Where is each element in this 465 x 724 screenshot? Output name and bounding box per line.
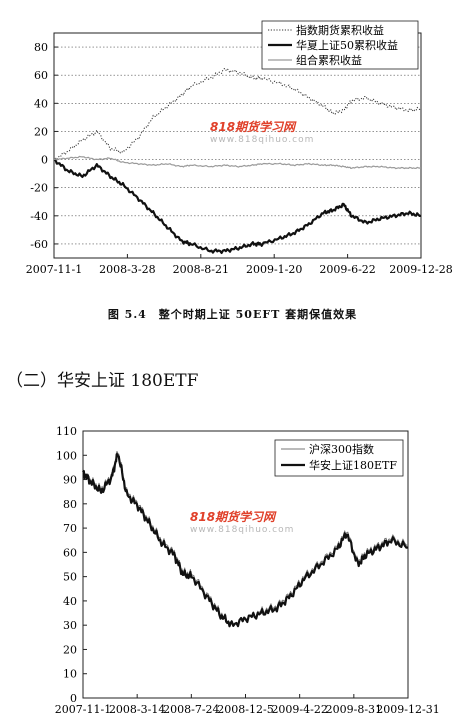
chart-1-y-tick-label: 20 <box>34 125 48 138</box>
chart-1-plot-frame <box>53 32 422 259</box>
section-heading: （二）华安上证 180ETF <box>6 371 199 391</box>
chart-2-y-tick-label: 80 <box>63 498 77 511</box>
chart-2-y-tick-label: 20 <box>63 643 77 656</box>
chart-2-y-tick-label: 50 <box>63 571 77 584</box>
chart-2-x-tick-label: 2009-4-22 <box>271 703 327 716</box>
chart-1-y-tick-label: 60 <box>34 69 48 82</box>
watermark-2: 818期货学习网 www.818qihuo.com <box>190 508 294 535</box>
chart-1-series-line-3 <box>53 155 422 170</box>
chart-1-y-tick-label: -60 <box>30 238 48 251</box>
chart-2-legend-label-1: 沪深300指数 <box>309 442 374 456</box>
chart-1-x-tick-label: 2008-8-21 <box>173 263 229 276</box>
chart-2-y-tick-label: 90 <box>63 474 77 487</box>
watermark-1-url: www.818qihuo.com <box>210 135 315 145</box>
chart-1-y-tick-label: -20 <box>30 182 48 195</box>
chart-2-x-tick-label: 2008-3-14 <box>109 703 165 716</box>
chart-1-x-tick-label: 2009-6-22 <box>319 263 375 276</box>
chart-1-legend-label-1: 指数期货累积收益 <box>296 23 384 37</box>
figure-1-caption: 图 5.4 整个时期上证 50EFT 套期保值效果 <box>107 308 358 321</box>
chart-2-series-line-2 <box>82 453 409 628</box>
chart-1-x-tick-label: 2007-11-1 <box>26 263 82 276</box>
figure-1: 80 60 40 20 0 -20 -40 -60 2007-11-1 2008-3-28 2008… <box>0 0 465 300</box>
chart-2-x-tick-label: 2009-8-31 <box>326 703 382 716</box>
watermark-2-url: www.818qihuo.com <box>190 525 295 535</box>
chart-1-x-tick-label: 2008-3-28 <box>99 263 155 276</box>
chart-1-x-tick-label: 2009-1-20 <box>246 263 302 276</box>
figure-2: 110 100 90 80 70 60 50 40 30 20 10 0 2007-11-1 2008-3… <box>0 420 465 720</box>
watermark-1: 818期货学习网 www.818qihuo.com <box>210 118 314 145</box>
chart-2-x-tick-label: 2008-12-5 <box>217 703 273 716</box>
chart-1-svg: 80 60 40 20 0 -20 -40 -60 2007-11-1 2008-3-28 2008… <box>26 20 453 276</box>
chart-2-x-tick-label: 2007-11-1 <box>55 703 111 716</box>
chart-2-y-tick-label: 40 <box>63 595 77 608</box>
chart-2-svg: 11010090807060504030201002007-11-12008-3… <box>55 425 440 716</box>
chart-2-legend-box <box>274 439 404 477</box>
chart-1-legend-label-2: 华夏上证50累积收益 <box>296 38 398 52</box>
chart-2-y-tick-label: 70 <box>63 522 77 535</box>
chart-2-y-tick-label: 0 <box>70 692 77 705</box>
chart-1-series-line-2 <box>53 158 422 254</box>
chart-1-legend-label-3: 组合累积收益 <box>296 53 362 67</box>
chart-1-x-tick-label: 2009-12-28 <box>389 263 452 276</box>
chart-2-y-tick-label: 60 <box>63 546 77 559</box>
chart-2-x-tick-label: 2008-7-24 <box>163 703 219 716</box>
chart-2-y-tick-label: 10 <box>63 668 77 681</box>
watermark-1-logo: 818期货学习网 <box>210 120 296 134</box>
chart-1-y-tick-label: 40 <box>34 97 48 110</box>
chart-2-y-tick-label: 30 <box>63 619 77 632</box>
chart-1-y-tick-label: -40 <box>30 210 48 223</box>
chart-1-y-tick-label: 80 <box>34 41 48 54</box>
watermark-2-logo: 818期货学习网 <box>190 510 276 524</box>
chart-1-series-line-1 <box>53 68 422 161</box>
chart-1-y-tick-label: 0 <box>41 154 48 167</box>
chart-2-legend-label-2: 华安上证180ETF <box>309 458 397 472</box>
chart-2-series-line-1 <box>82 451 408 627</box>
chart-2-y-tick-label: 110 <box>56 425 77 438</box>
chart-2-y-tick-label: 100 <box>56 449 77 462</box>
chart-2-x-tick-label: 2009-12-31 <box>376 703 439 716</box>
